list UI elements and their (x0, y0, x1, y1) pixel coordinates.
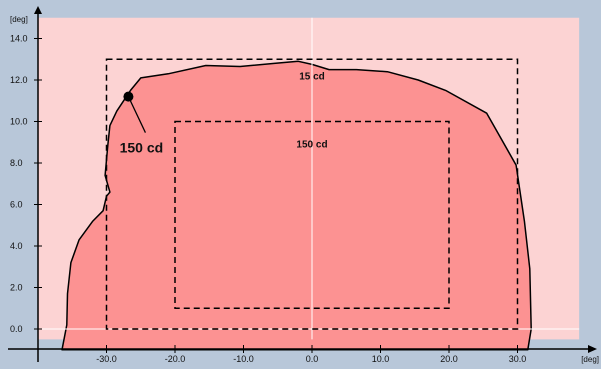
zone-label-1: 150 cd (296, 140, 327, 151)
annotation-point-0 (123, 91, 134, 102)
x-axis-arrow (588, 345, 597, 353)
annotation-leader-0 (127, 96, 147, 133)
zone-boundary-0 (105, 58, 519, 330)
annotation-label-0: 150 cd (120, 140, 164, 156)
x-tick-label: -10.0 (233, 354, 254, 364)
light-pattern-area (61, 60, 532, 351)
x-tick-label: -30.0 (96, 354, 117, 364)
y-tick-label: 12.0 (10, 75, 28, 85)
y-tick-label: 2.0 (10, 283, 23, 293)
zone-label-0: 15 cd (299, 71, 325, 82)
x-tick-label: -20.0 (165, 354, 186, 364)
y-tick-label: 10.0 (10, 117, 28, 127)
y-tick-label: 14.0 (10, 34, 28, 44)
x-axis-unit-label: [deg] (581, 355, 599, 364)
x-tick-label: 20.0 (440, 354, 458, 364)
y-tick-label: 4.0 (10, 241, 23, 251)
y-tick-label: 8.0 (10, 158, 23, 168)
y-axis-unit-label: [deg] (10, 15, 28, 24)
y-tick-label: 6.0 (10, 200, 23, 210)
x-tick-label: 10.0 (372, 354, 390, 364)
x-tick-label: 0.0 (306, 354, 319, 364)
x-tick-label: 30.0 (509, 354, 527, 364)
y-tick-label: 0.0 (10, 324, 23, 334)
y-axis-arrow (34, 6, 42, 14)
